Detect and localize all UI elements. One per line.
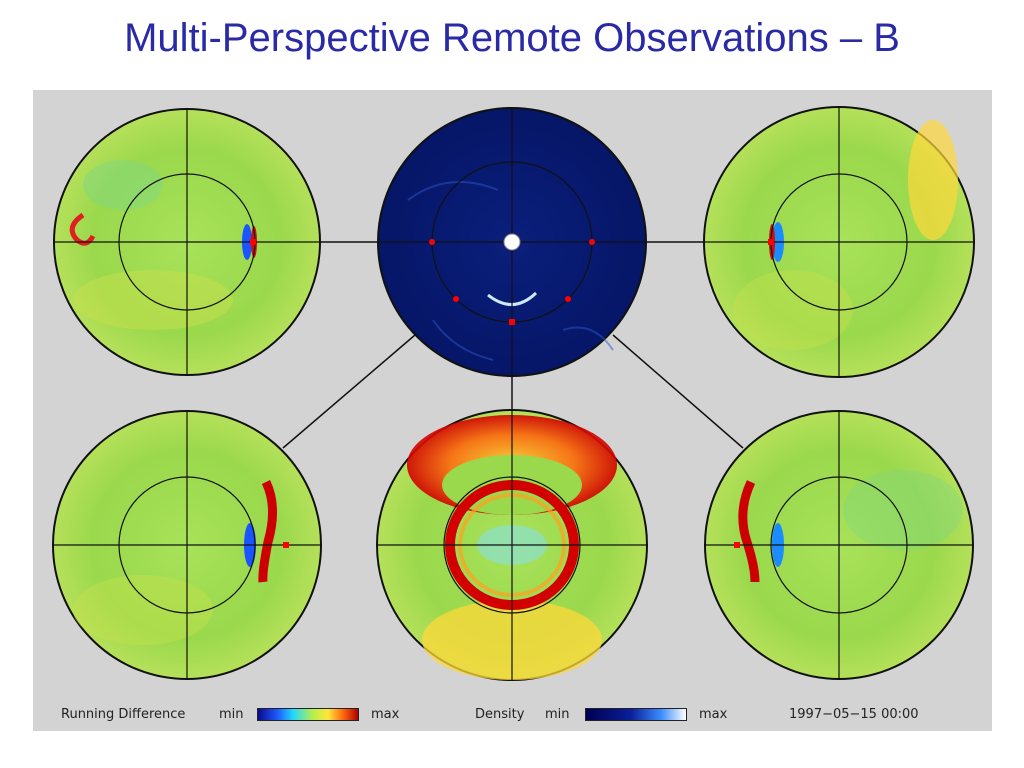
- observer-marker: [768, 239, 774, 245]
- rd-min-label: min: [219, 707, 244, 722]
- observation-disc-bottom-right: [704, 410, 974, 680]
- density-label: Density: [475, 707, 525, 722]
- density-colorbar: [585, 708, 687, 721]
- observation-disc-bottom-left: [52, 410, 322, 680]
- observation-disc-bottom-center: [376, 409, 648, 681]
- density-min-label: min: [545, 707, 570, 722]
- observer-marker: [250, 239, 256, 245]
- running-difference-label: Running Difference: [61, 707, 186, 722]
- observer-marker: [283, 542, 289, 548]
- observation-disc-top-left: [53, 108, 321, 376]
- observation-figure: [52, 106, 975, 681]
- legend-bar: Running Difference min max Density min m…: [33, 704, 992, 728]
- rd-max-label: max: [371, 707, 400, 722]
- connector-lines: [282, 241, 744, 449]
- timestamp: 1997−05−15 00:00: [789, 707, 919, 722]
- density-max-label: max: [699, 707, 728, 722]
- density-disc-top-center: [377, 107, 647, 377]
- observation-panel: Running Difference min max Density min m…: [33, 90, 992, 731]
- observer-marker: [734, 542, 740, 548]
- page-title: Multi-Perspective Remote Observations – …: [124, 16, 900, 60]
- observation-disc-top-right: [703, 106, 975, 378]
- running-difference-colorbar: [257, 708, 359, 721]
